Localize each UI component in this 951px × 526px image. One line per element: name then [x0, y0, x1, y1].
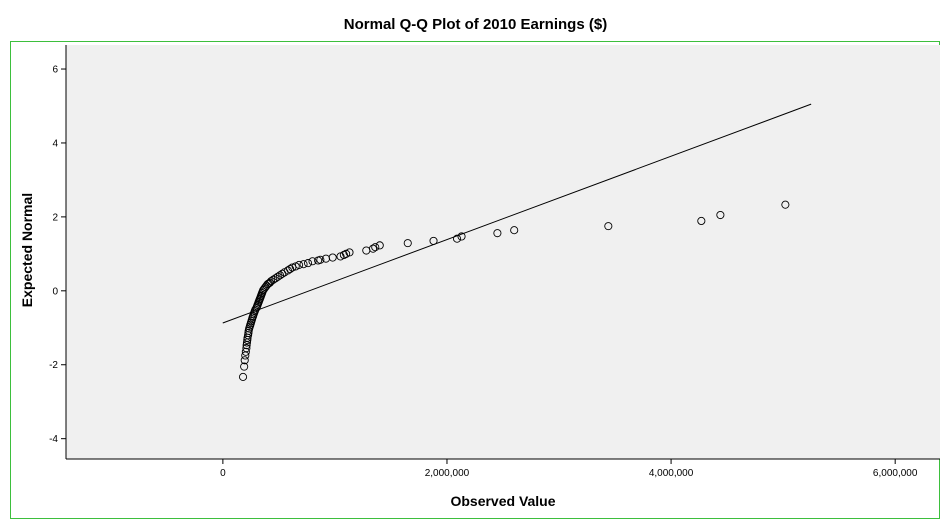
data-point — [240, 356, 249, 365]
data-point — [283, 266, 292, 275]
data-point — [242, 344, 251, 353]
data-point — [295, 260, 304, 269]
data-point — [275, 271, 285, 280]
data-point — [269, 275, 278, 284]
data-point — [457, 232, 466, 241]
x-ticks: 0 2,000,000 4,000,000 6,000,000 — [220, 459, 918, 479]
data-point — [403, 239, 412, 248]
y-axis-title: Expected Normal — [19, 193, 35, 307]
data-point — [303, 259, 313, 268]
data-point — [375, 241, 384, 250]
data-point — [371, 243, 380, 252]
data-points — [238, 200, 790, 381]
data-point — [697, 216, 706, 225]
data-point — [308, 257, 317, 266]
data-point — [240, 362, 249, 371]
x-tick-label: 4,000,000 — [649, 468, 694, 479]
data-point — [328, 253, 337, 262]
y-tick-label: 0 — [52, 286, 58, 297]
x-tick-label: 6,000,000 — [873, 468, 918, 479]
data-point — [286, 264, 295, 274]
data-point — [271, 274, 280, 283]
y-tick-label: -4 — [49, 434, 58, 445]
data-point — [716, 210, 725, 220]
y-ticks: -4 -2 0 2 4 6 — [49, 65, 66, 445]
x-tick-label: 0 — [220, 468, 226, 479]
y-tick-label: 6 — [52, 65, 58, 76]
data-point — [453, 234, 462, 243]
data-point — [604, 222, 613, 231]
data-point — [241, 347, 250, 356]
data-point — [288, 263, 297, 272]
data-point — [273, 272, 282, 281]
reference-line — [222, 103, 812, 324]
data-point — [368, 244, 378, 253]
reference-line-group — [222, 103, 812, 324]
data-point — [345, 248, 354, 257]
x-axis-title: Observed Value — [450, 493, 555, 509]
data-point — [781, 200, 790, 209]
data-point — [493, 229, 502, 238]
data-point — [429, 236, 438, 245]
data-point — [299, 260, 308, 269]
y-tick-label: -2 — [49, 360, 58, 371]
data-point — [316, 255, 325, 264]
chart-title: Normal Q-Q Plot of 2010 Earnings ($) — [343, 16, 608, 33]
data-point — [267, 277, 276, 286]
data-point — [238, 372, 248, 381]
y-tick-label: 2 — [52, 212, 58, 223]
x-tick-label: 2,000,000 — [425, 468, 470, 479]
plot-area — [66, 45, 940, 459]
y-tick-label: 4 — [52, 138, 58, 149]
data-point — [510, 226, 519, 235]
